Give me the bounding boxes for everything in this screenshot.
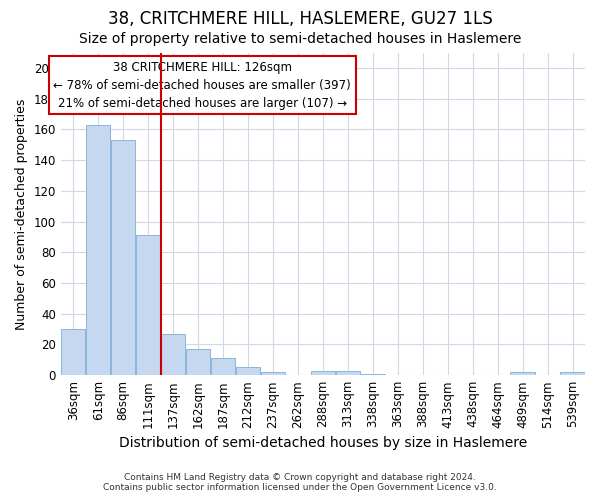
- X-axis label: Distribution of semi-detached houses by size in Haslemere: Distribution of semi-detached houses by …: [119, 436, 527, 450]
- Bar: [86, 124, 110, 375]
- Y-axis label: Number of semi-detached properties: Number of semi-detached properties: [15, 98, 28, 330]
- Text: Contains HM Land Registry data © Crown copyright and database right 2024.
Contai: Contains HM Land Registry data © Crown c…: [103, 473, 497, 492]
- Text: 38, CRITCHMERE HILL, HASLEMERE, GU27 1LS: 38, CRITCHMERE HILL, HASLEMERE, GU27 1LS: [107, 10, 493, 28]
- Text: Size of property relative to semi-detached houses in Haslemere: Size of property relative to semi-detach…: [79, 32, 521, 46]
- Bar: [311, 370, 335, 375]
- Bar: [511, 372, 535, 375]
- Bar: [236, 368, 260, 375]
- Bar: [111, 140, 136, 375]
- Bar: [336, 370, 360, 375]
- Bar: [186, 349, 210, 375]
- Text: 38 CRITCHMERE HILL: 126sqm
← 78% of semi-detached houses are smaller (397)
21% o: 38 CRITCHMERE HILL: 126sqm ← 78% of semi…: [53, 60, 351, 110]
- Bar: [211, 358, 235, 375]
- Bar: [560, 372, 584, 375]
- Bar: [136, 236, 160, 375]
- Bar: [161, 334, 185, 375]
- Bar: [361, 374, 385, 375]
- Bar: [261, 372, 285, 375]
- Bar: [61, 329, 85, 375]
